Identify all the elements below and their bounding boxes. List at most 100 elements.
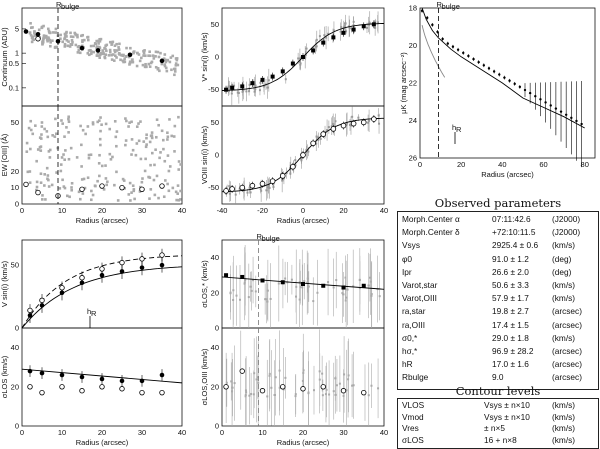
ew-point <box>98 153 101 157</box>
continuum-point <box>80 34 83 38</box>
tick-label: 22 <box>409 79 417 88</box>
tick-label: 40 <box>380 428 388 437</box>
ew-point <box>47 185 51 188</box>
continuum-point <box>90 52 93 56</box>
continuum-point <box>117 48 121 51</box>
continuum-point <box>30 40 34 44</box>
observed-unit: (deg) <box>552 253 572 264</box>
ew-point <box>138 190 142 193</box>
gas-point <box>350 120 357 127</box>
observed-value: 19.8 ± 2.7 <box>492 306 529 317</box>
tick-label: 30 <box>138 428 146 437</box>
tick-label: 20 <box>409 41 417 50</box>
ew-point <box>153 163 156 167</box>
observed-label: ra,OIII <box>402 319 426 330</box>
profile-point <box>534 95 537 98</box>
ew-point <box>145 136 148 140</box>
profile-point <box>513 82 516 86</box>
star-point <box>361 283 366 288</box>
gas-point <box>39 297 45 304</box>
data-point <box>290 278 293 281</box>
data-point <box>225 381 228 384</box>
profile-point <box>441 37 444 41</box>
continuum-point <box>48 38 52 42</box>
continuum-point <box>154 50 158 54</box>
x-axis-label: Radius (arcsec) <box>76 438 129 447</box>
ew-point <box>48 148 52 152</box>
profile-point <box>462 51 465 55</box>
data-point <box>250 392 253 395</box>
continuum-point <box>54 46 57 49</box>
continuum-point <box>156 50 160 54</box>
continuum-point <box>148 54 152 58</box>
data-point <box>307 150 310 153</box>
ew-point <box>111 155 114 159</box>
observed-value: 26.6 ± 2.0 <box>492 266 529 277</box>
continuum-point <box>128 63 131 66</box>
data-point <box>365 26 368 29</box>
continuum-point <box>176 63 180 67</box>
ew-point <box>39 149 43 152</box>
data-point <box>267 184 270 187</box>
data-point <box>352 384 355 387</box>
star-point <box>341 30 346 35</box>
data-point <box>315 142 318 145</box>
ew-point <box>63 135 66 138</box>
observed-value: 9.0 <box>492 372 504 383</box>
contour-row: Vres ± n×5 (km/s) <box>398 423 598 436</box>
x-axis-label: Radius (arcsec) <box>277 216 330 225</box>
continuum-point <box>152 57 156 60</box>
continuum-point <box>113 44 117 47</box>
ew-point <box>162 195 166 199</box>
data-point <box>245 90 248 93</box>
ew-point <box>157 196 160 200</box>
ew-point <box>176 184 180 187</box>
data-point <box>377 114 380 117</box>
ew-point <box>40 125 44 128</box>
star-point <box>301 55 305 59</box>
ew-point <box>68 195 71 199</box>
continuum-point <box>86 38 90 42</box>
star-point <box>280 69 285 74</box>
ew-point <box>91 193 95 197</box>
tick-label: -50 <box>208 183 219 192</box>
data-point <box>243 281 246 284</box>
continuum-point <box>164 60 168 64</box>
continuum-point <box>144 54 147 58</box>
profile-point <box>436 30 439 34</box>
ew-point <box>26 170 30 174</box>
ew-point <box>150 134 154 137</box>
ew-point <box>128 181 132 185</box>
ew-point <box>44 198 47 201</box>
ew-point <box>59 169 63 173</box>
data-point <box>242 89 245 92</box>
continuum-point <box>65 39 69 42</box>
data-point <box>250 289 253 292</box>
tick-label: 30 <box>138 206 146 215</box>
continuum-point <box>135 64 139 68</box>
ew-point <box>97 161 101 165</box>
continuum-point <box>105 43 109 47</box>
data-point <box>257 381 260 384</box>
profile-point <box>467 54 470 58</box>
observed-label: Vsys <box>402 240 420 251</box>
continuum-point <box>70 38 74 42</box>
continuum-point <box>96 51 100 55</box>
y-axis-label: V sin(i) (km/s) <box>0 260 9 307</box>
continuum-point <box>131 58 134 61</box>
observed-table: Morph.Center α 07:11:42.6 (J2000) Morph.Cen… <box>397 211 599 390</box>
data-point <box>267 79 270 82</box>
gas-point <box>300 386 306 392</box>
continuum-point <box>29 33 33 37</box>
ew-point <box>35 188 38 192</box>
ew-point <box>137 122 140 125</box>
data-point <box>357 116 360 119</box>
star-point <box>240 84 245 89</box>
continuum-point <box>81 39 84 42</box>
continuum-point <box>117 51 121 55</box>
data-point <box>303 280 306 283</box>
ew-point <box>177 160 181 163</box>
ew-point <box>59 163 63 166</box>
data-point <box>231 386 234 389</box>
observed-label: Rbulge <box>402 372 429 383</box>
